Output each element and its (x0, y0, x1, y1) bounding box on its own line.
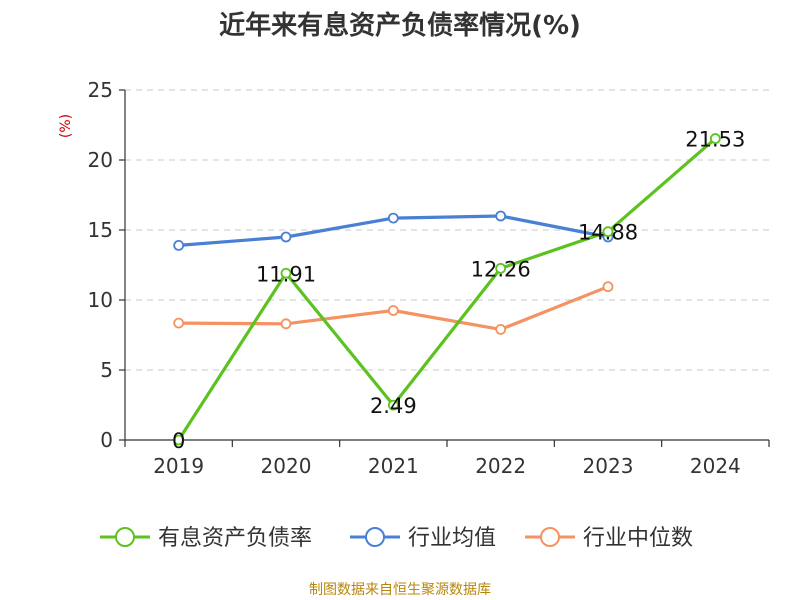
legend: 有息资产负债率 行业均值 行业中位数 (100, 526, 693, 551)
data-label: 0 (172, 429, 185, 453)
y-tick-label: 5 (100, 358, 113, 382)
grid-lines (125, 89, 769, 371)
y-tick-label: 0 (100, 428, 113, 452)
data-point (280, 231, 292, 243)
legend-item: 行业中位数 (525, 526, 693, 551)
data-point (173, 239, 185, 251)
data-point (173, 434, 185, 446)
series-0 (173, 133, 721, 446)
data-label: 11.91 (256, 262, 316, 286)
data-point (709, 133, 721, 144)
data-point (602, 281, 614, 293)
data-point (280, 267, 292, 279)
source-note: 制图数据来自恒生聚源数据库 (309, 582, 491, 598)
x-tick-label: 2022 (475, 454, 526, 478)
x-tick-label: 2024 (690, 454, 741, 478)
data-label: 12.26 (471, 257, 531, 281)
legend-label: 有息资产负债率 (158, 526, 312, 551)
series-lines (173, 133, 721, 446)
series-2 (173, 281, 614, 335)
data-point (173, 317, 185, 329)
data-point (387, 212, 399, 224)
legend-label: 行业均值 (408, 526, 496, 551)
x-tick-label: 2021 (368, 454, 419, 478)
data-labels: 0 11.91 2.49 12.26 14.88 21.53 (172, 128, 745, 453)
legend-item: 行业均值 (350, 526, 496, 551)
y-tick-label: 25 (88, 78, 113, 102)
data-label: 14.88 (578, 221, 638, 245)
legend-swatch-marker (540, 527, 560, 547)
data-point (602, 226, 614, 238)
x-tick-label: 2019 (153, 454, 204, 478)
y-axis-unit: (%) (58, 114, 74, 138)
y-tick-label: 10 (88, 288, 113, 312)
legend-swatch-marker (365, 527, 385, 547)
data-label: 2.49 (370, 394, 417, 418)
data-point (387, 305, 399, 316)
legend-item: 有息资产负债率 (100, 526, 312, 551)
data-label: 21.53 (685, 128, 745, 152)
series-1 (173, 210, 614, 251)
axes: 0 5 10 15 20 25 2019 2020 2021 2022 2023 2024 (88, 78, 770, 478)
legend-swatch-marker (115, 527, 135, 547)
data-point (387, 399, 399, 411)
data-point (495, 262, 507, 274)
data-point (495, 210, 507, 222)
x-tick-label: 2023 (583, 454, 634, 478)
x-tick-label: 2020 (261, 454, 312, 478)
legend-label: 行业中位数 (583, 526, 693, 551)
chart-title: 近年来有息资产负债率情况(%) (219, 10, 581, 41)
series-line (177, 137, 717, 441)
y-tick-label: 15 (88, 218, 113, 242)
data-point (495, 323, 507, 335)
data-point (280, 318, 292, 330)
y-tick-label: 20 (88, 148, 113, 172)
